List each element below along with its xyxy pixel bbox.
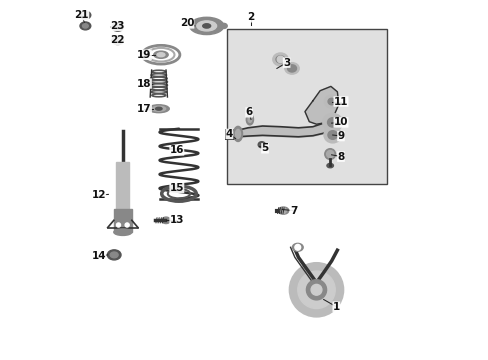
Circle shape — [280, 208, 285, 213]
Circle shape — [260, 143, 263, 147]
Ellipse shape — [324, 127, 341, 143]
Ellipse shape — [284, 63, 299, 74]
Text: 14: 14 — [91, 251, 106, 261]
Text: 10: 10 — [333, 117, 347, 127]
Text: 15: 15 — [169, 183, 183, 193]
Text: 12: 12 — [91, 190, 106, 200]
Circle shape — [277, 56, 283, 63]
Ellipse shape — [287, 65, 296, 72]
Ellipse shape — [327, 131, 337, 139]
Text: 18: 18 — [137, 78, 151, 89]
Text: 13: 13 — [169, 215, 183, 225]
Text: 11: 11 — [333, 96, 347, 107]
Ellipse shape — [157, 53, 164, 57]
Circle shape — [310, 284, 321, 295]
Bar — [114, 209, 132, 232]
Ellipse shape — [220, 23, 227, 28]
Text: 21: 21 — [74, 10, 89, 20]
Circle shape — [306, 280, 326, 300]
Ellipse shape — [324, 95, 338, 108]
Circle shape — [289, 263, 343, 317]
Ellipse shape — [322, 113, 342, 131]
Text: 20: 20 — [179, 18, 194, 28]
Circle shape — [297, 271, 335, 309]
Ellipse shape — [246, 114, 253, 125]
Polygon shape — [305, 86, 338, 124]
Circle shape — [125, 223, 129, 227]
Circle shape — [294, 244, 300, 250]
Bar — [116, 162, 129, 211]
Text: 19: 19 — [137, 50, 151, 60]
Bar — [227, 29, 386, 184]
Ellipse shape — [155, 107, 162, 110]
Text: 17: 17 — [137, 104, 151, 114]
Text: 23: 23 — [110, 21, 125, 31]
Ellipse shape — [326, 163, 333, 168]
Ellipse shape — [203, 24, 210, 28]
Ellipse shape — [272, 53, 287, 66]
Ellipse shape — [110, 252, 118, 258]
Ellipse shape — [189, 17, 224, 35]
Ellipse shape — [82, 13, 88, 17]
Ellipse shape — [153, 51, 168, 58]
Text: 8: 8 — [337, 152, 344, 162]
Text: 6: 6 — [245, 107, 252, 117]
Text: 16: 16 — [169, 145, 183, 156]
Text: 5: 5 — [261, 143, 268, 153]
Text: 3: 3 — [283, 58, 290, 68]
Ellipse shape — [80, 11, 91, 19]
Ellipse shape — [196, 21, 216, 31]
Text: 7: 7 — [289, 206, 297, 216]
Circle shape — [326, 150, 333, 158]
Circle shape — [116, 223, 121, 227]
Ellipse shape — [152, 106, 165, 111]
Text: 22: 22 — [110, 35, 125, 45]
Ellipse shape — [324, 149, 335, 159]
Text: 2: 2 — [246, 12, 254, 22]
Ellipse shape — [82, 24, 88, 28]
Ellipse shape — [161, 217, 170, 224]
Ellipse shape — [275, 56, 285, 63]
Text: 4: 4 — [225, 129, 233, 139]
Ellipse shape — [148, 105, 169, 113]
Ellipse shape — [107, 250, 121, 260]
Text: 9: 9 — [337, 131, 344, 141]
Text: 1: 1 — [332, 302, 339, 312]
Ellipse shape — [233, 126, 242, 141]
Ellipse shape — [235, 130, 240, 139]
Ellipse shape — [114, 229, 132, 235]
Ellipse shape — [80, 22, 91, 30]
Ellipse shape — [247, 117, 251, 122]
Circle shape — [115, 37, 121, 43]
Ellipse shape — [327, 118, 337, 127]
Ellipse shape — [327, 98, 334, 105]
Circle shape — [115, 24, 121, 30]
Ellipse shape — [277, 207, 288, 214]
Ellipse shape — [292, 243, 303, 251]
